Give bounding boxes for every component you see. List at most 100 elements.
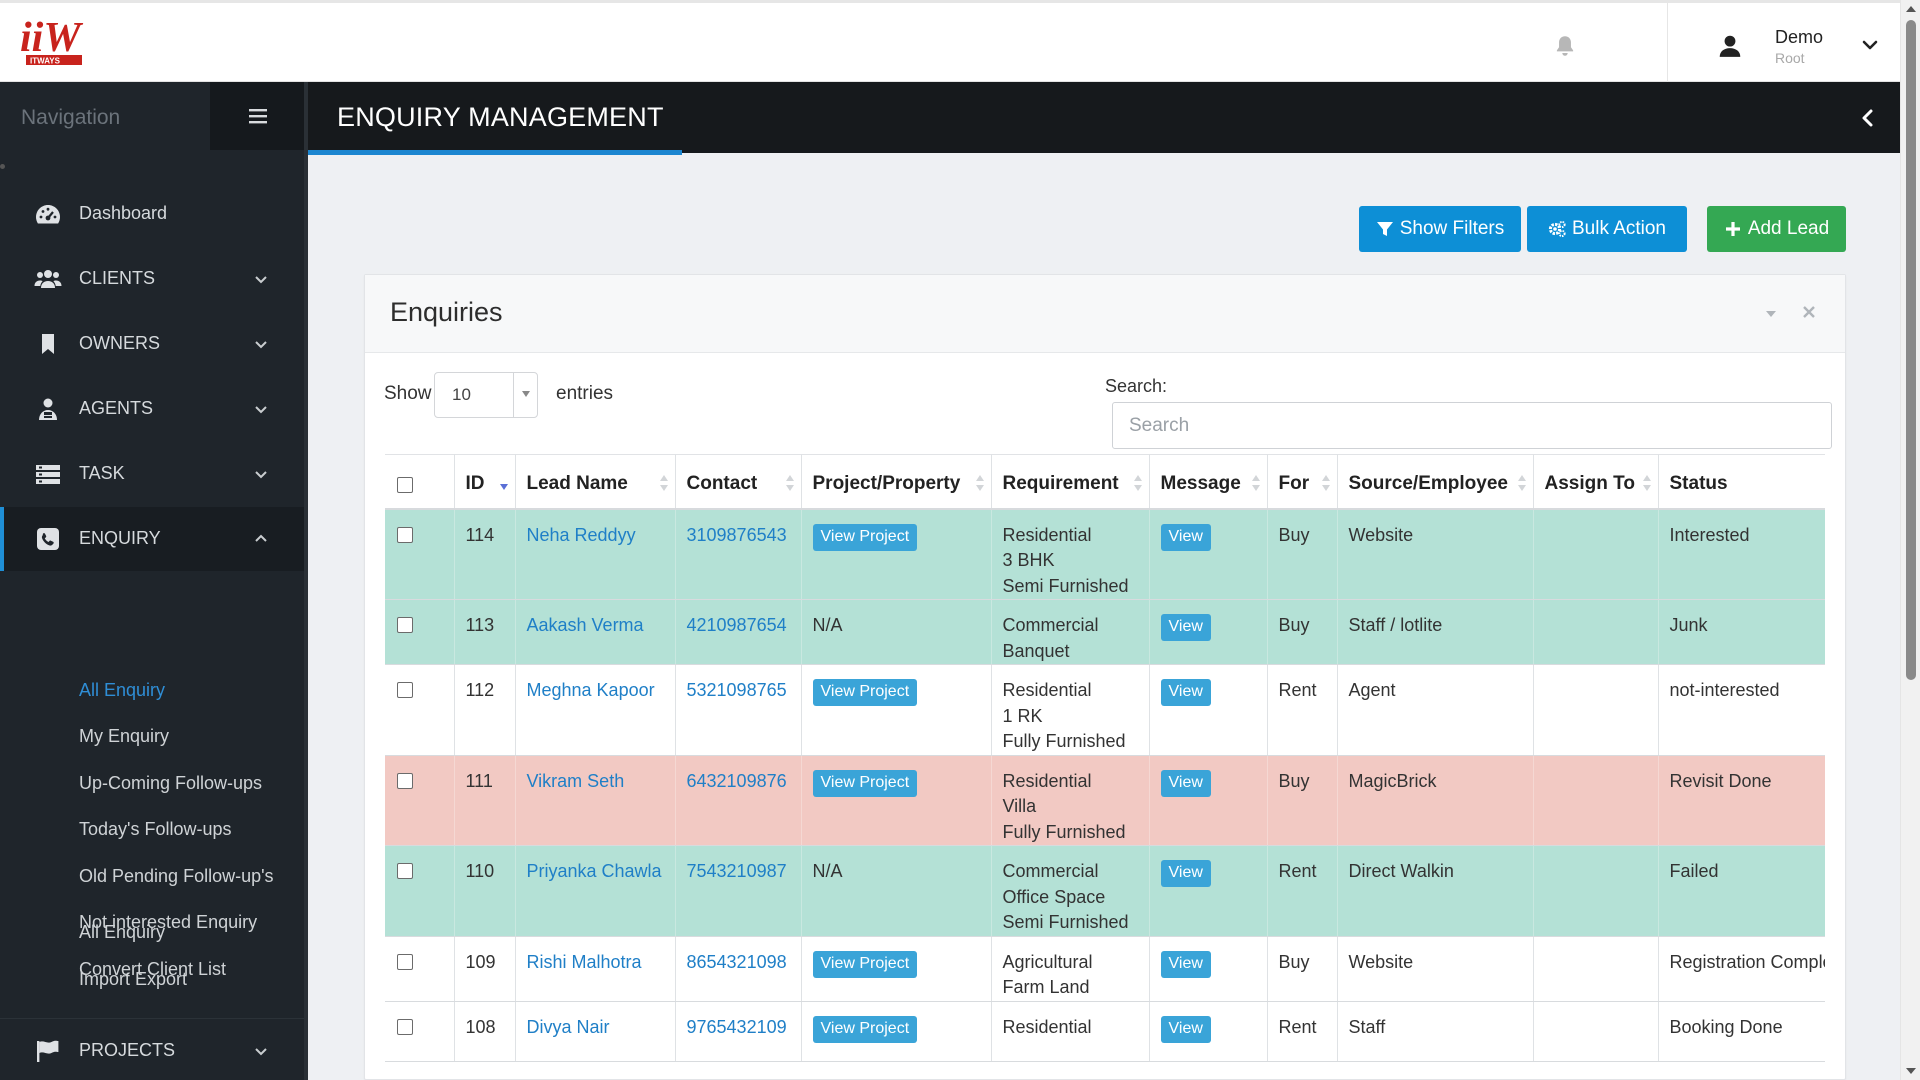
row-checkbox[interactable] [397, 953, 413, 970]
table-row[interactable]: 113 Aakash Verma 4210987654 N/A Commercial Ba… [385, 599, 1825, 665]
table-row[interactable]: 111 Vikram Seth 6432109876 View Project Resi… [385, 755, 1825, 846]
view-project-button[interactable]: View Project [812, 769, 918, 797]
agent-icon [39, 398, 57, 420]
notification-bell-icon[interactable] [1552, 33, 1578, 59]
bulk-action-button[interactable]: Bulk Action [1527, 206, 1687, 252]
column-header-id[interactable]: ID [454, 454, 516, 510]
view-message-button[interactable]: View [1160, 950, 1211, 978]
user-name[interactable]: Demo [1775, 27, 1824, 47]
sidebar-item-clients[interactable]: CLIENTS [0, 247, 304, 311]
requirement-type: Residential [1002, 680, 1092, 700]
lead-name-link[interactable]: Aakash Verma [526, 615, 644, 635]
column-label: Message [1160, 473, 1241, 494]
column-header-for[interactable]: For [1267, 454, 1338, 510]
sidebar-item-agents[interactable]: AGENTS [0, 377, 304, 441]
column-header-lead-name[interactable]: Lead Name [515, 454, 676, 510]
contact-link[interactable]: 4210987654 [686, 615, 787, 635]
submenu-upcoming-followups[interactable]: Up-Coming Follow-ups [79, 773, 263, 793]
table-row[interactable]: 114 Neha Reddyy 3109876543 View Project Resi… [385, 508, 1825, 600]
view-message-button[interactable]: View [1160, 523, 1211, 551]
requirement-detail: 3 BHK [1002, 550, 1055, 570]
submenu-all-enquiry[interactable]: All Enquiry [79, 680, 166, 700]
lead-name-link[interactable]: Priyanka Chawla [526, 861, 662, 881]
search-input[interactable] [1112, 402, 1832, 449]
company-logo[interactable]: iiW ITWAYS [18, 11, 92, 69]
column-header-requirement[interactable]: Requirement [991, 454, 1150, 510]
chevron-left-icon[interactable] [1858, 108, 1878, 128]
contact-link[interactable]: 7543210987 [686, 861, 787, 881]
close-icon[interactable] [1801, 304, 1817, 320]
row-checkbox[interactable] [397, 863, 413, 879]
sidebar-item-task[interactable]: TASK [0, 442, 304, 506]
view-message-button[interactable]: View [1160, 769, 1211, 797]
view-message-button[interactable]: View [1160, 679, 1211, 706]
column-header-assign-to[interactable]: Assign To [1533, 454, 1659, 510]
view-message-button[interactable]: View [1160, 860, 1211, 887]
contact-link[interactable]: 6432109876 [686, 770, 787, 791]
panel-title: Enquiries [390, 297, 503, 327]
table-row[interactable]: 110 Priyanka Chawla 7543210987 N/A Commercia… [385, 845, 1825, 937]
column-label: Contact [686, 473, 758, 494]
lead-name-link[interactable]: Meghna Kapoor [526, 680, 655, 700]
sidebar-item-dashboard[interactable]: Dashboard [0, 182, 304, 246]
row-checkbox[interactable] [397, 772, 413, 789]
submenu-old-pending-followups[interactable]: Old Pending Follow-up's [79, 866, 274, 886]
view-project-button[interactable]: View Project [812, 950, 918, 978]
row-select-cell [385, 936, 455, 1002]
user-avatar-icon[interactable] [1717, 33, 1743, 59]
collapse-caret-icon[interactable] [1763, 305, 1779, 321]
menu-toggle-button[interactable] [210, 82, 304, 150]
submenu-not-interested-enquiry[interactable]: Not interested Enquiry [79, 912, 258, 932]
show-label: Show [384, 383, 432, 404]
sidebar-item-owners[interactable]: OWNERS [0, 312, 304, 376]
lead-name-link[interactable]: Neha Reddyy [526, 524, 636, 545]
row-checkbox[interactable] [397, 526, 413, 543]
lead-name-link[interactable]: Rishi Malhotra [526, 951, 642, 972]
sidebar-item-projects[interactable]: PROJECTS [0, 1019, 304, 1080]
lead-name-link[interactable]: Divya Nair [526, 1016, 610, 1037]
contact-link[interactable]: 9765432109 [686, 1016, 787, 1037]
view-project-button[interactable]: View Project [812, 1015, 918, 1043]
submenu-convert-client-list[interactable]: Convert Client List [79, 959, 227, 979]
scrollbar-thumb[interactable] [1906, 20, 1916, 680]
row-checkbox[interactable] [397, 617, 413, 633]
submenu-all-enquiry-2[interactable]: All Enquiry [79, 922, 166, 942]
page-scrollbar[interactable] [1900, 0, 1920, 1080]
status-cell: Registration Comple [1658, 936, 1825, 1002]
entries-dropdown-arrow[interactable] [513, 373, 539, 417]
view-message-button[interactable]: View [1160, 1015, 1211, 1043]
source-cell: MagicBrick [1337, 755, 1534, 846]
row-checkbox[interactable] [397, 1018, 413, 1035]
show-filters-button[interactable]: Show Filters [1359, 206, 1521, 252]
contact-link[interactable]: 3109876543 [686, 524, 787, 545]
sidebar-divider [0, 1018, 304, 1019]
submenu-import-export[interactable]: Import Export [79, 969, 188, 989]
select-all-checkbox[interactable] [397, 477, 413, 493]
contact-link[interactable]: 8654321098 [686, 951, 787, 972]
column-header-message[interactable]: Message [1149, 454, 1268, 510]
column-header-project[interactable]: Project/Property [801, 454, 992, 510]
lead-name-link[interactable]: Vikram Seth [526, 770, 625, 791]
sidebar-item-enquiry[interactable]: ENQUIRY [0, 507, 304, 571]
scroll-down-arrow-icon[interactable] [1905, 1066, 1917, 1076]
entries-select[interactable]: 10 [434, 372, 538, 418]
scroll-up-arrow-icon[interactable] [1905, 4, 1917, 14]
panel-header: Enquiries [365, 275, 1845, 353]
view-project-button[interactable]: View Project [812, 523, 918, 551]
submenu-my-enquiry[interactable]: My Enquiry [79, 726, 170, 746]
view-project-button[interactable]: View Project [812, 679, 918, 706]
contact-cell: 7543210987 [675, 845, 802, 937]
column-header-status[interactable]: Status [1658, 454, 1825, 510]
submenu-todays-followups[interactable]: Today's Follow-ups [79, 819, 232, 839]
chevron-down-icon[interactable] [1860, 35, 1880, 55]
row-checkbox[interactable] [397, 682, 413, 698]
column-header-source[interactable]: Source/Employee [1337, 454, 1534, 510]
column-header-contact[interactable]: Contact [675, 454, 802, 510]
row-select-cell [385, 755, 455, 846]
contact-link[interactable]: 5321098765 [686, 680, 787, 700]
table-row[interactable]: 109 Rishi Malhotra 8654321098 View Project A… [385, 936, 1825, 1002]
table-row[interactable]: 108 Divya Nair 9765432109 View Project Resid… [385, 1001, 1825, 1062]
view-message-button[interactable]: View [1160, 614, 1211, 641]
add-lead-button[interactable]: Add Lead [1707, 206, 1846, 252]
table-row[interactable]: 112 Meghna Kapoor 5321098765 View Project Re… [385, 664, 1825, 756]
